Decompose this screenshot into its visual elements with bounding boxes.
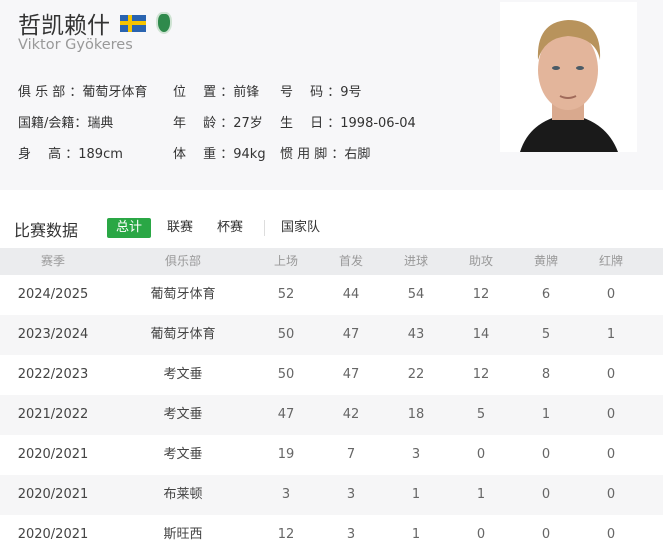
cell-club: 考文垂 — [163, 367, 203, 382]
cell-assists: 12 — [472, 287, 490, 302]
cell-goals: 54 — [407, 287, 425, 302]
cell-appearances: 47 — [277, 407, 295, 422]
cell-red-cards: 0 — [606, 487, 616, 502]
cell-red-cards: 0 — [606, 447, 616, 462]
info-field: 体 重 ：94kg — [173, 147, 266, 162]
cell-red-cards: 1 — [606, 327, 616, 342]
table-header: 赛季 俱乐部 上场 首发 进球 助攻 黄牌 红牌 — [0, 248, 663, 275]
tab-total[interactable]: 总计 — [107, 218, 152, 238]
cell-starts: 47 — [342, 367, 360, 382]
cell-assists: 12 — [472, 367, 490, 382]
table-row: 2024/2025 葡萄牙体育 52 44 54 12 6 0 — [0, 275, 663, 315]
column-header-yellow-cards[interactable]: 黄牌 — [533, 254, 559, 268]
cell-goals: 1 — [411, 487, 421, 502]
cell-yellow-cards: 0 — [541, 487, 551, 502]
player-profile: 哲凯赖什 Viktor Gyökeres 俱 乐 部 ：葡萄牙体育 位 置 ：前锋… — [0, 0, 663, 190]
player-name-row: 哲凯赖什 — [18, 6, 172, 40]
cell-club: 葡萄牙体育 — [150, 327, 216, 342]
cell-goals: 22 — [407, 367, 425, 382]
cell-season: 2023/2024 — [17, 327, 89, 342]
cell-club: 布莱顿 — [163, 487, 203, 502]
cell-red-cards: 0 — [606, 527, 616, 542]
info-field: 生 日 ：1998-06-04 — [280, 116, 416, 131]
cell-starts: 3 — [346, 487, 356, 502]
column-header-season[interactable]: 赛季 — [40, 254, 66, 268]
cell-season: 2020/2021 — [17, 527, 89, 542]
player-photo — [500, 2, 637, 152]
table-row: 2021/2022 考文垂 47 42 18 5 1 0 — [0, 395, 663, 435]
cell-starts: 47 — [342, 327, 360, 342]
cell-season: 2021/2022 — [17, 407, 89, 422]
cell-yellow-cards: 0 — [541, 447, 551, 462]
info-field: 年 龄 ：27岁 — [173, 116, 263, 131]
cell-yellow-cards: 6 — [541, 287, 551, 302]
cell-appearances: 50 — [277, 327, 295, 342]
tab-national-team[interactable]: 国家队 — [281, 220, 321, 235]
cell-starts: 7 — [346, 447, 356, 462]
info-field: 惯 用 脚 ：右脚 — [280, 147, 371, 162]
cell-season: 2024/2025 — [17, 287, 89, 302]
table-row: 2023/2024 葡萄牙体育 50 47 43 14 5 1 — [0, 315, 663, 355]
player-name-en: Viktor Gyökeres — [18, 37, 133, 53]
column-header-goals[interactable]: 进球 — [403, 254, 429, 268]
column-header-starts[interactable]: 首发 — [338, 254, 364, 268]
sweden-flag-icon — [120, 14, 146, 32]
column-header-red-cards[interactable]: 红牌 — [598, 254, 624, 268]
cell-assists: 5 — [476, 407, 486, 422]
cell-goals: 18 — [407, 407, 425, 422]
sporting-cp-crest-icon[interactable] — [156, 12, 172, 34]
cell-yellow-cards: 0 — [541, 527, 551, 542]
cell-appearances: 50 — [277, 367, 295, 382]
cell-red-cards: 0 — [606, 367, 616, 382]
cell-yellow-cards: 8 — [541, 367, 551, 382]
info-field: 号 码 ：9号 — [280, 85, 362, 100]
cell-appearances: 12 — [277, 527, 295, 542]
cell-goals: 1 — [411, 527, 421, 542]
table-row: 2020/2021 布莱顿 3 3 1 1 0 0 — [0, 475, 663, 515]
cell-starts: 42 — [342, 407, 360, 422]
cell-club: 斯旺西 — [163, 527, 203, 542]
cell-red-cards: 0 — [606, 287, 616, 302]
table-row: 2020/2021 考文垂 19 7 3 0 0 0 — [0, 435, 663, 475]
cell-goals: 3 — [411, 447, 421, 462]
cell-club: 考文垂 — [163, 447, 203, 462]
cell-starts: 3 — [346, 527, 356, 542]
column-header-club[interactable]: 俱乐部 — [164, 254, 202, 268]
cell-club: 葡萄牙体育 — [150, 287, 216, 302]
cell-appearances: 3 — [281, 487, 291, 502]
cell-red-cards: 0 — [606, 407, 616, 422]
info-field: 身 高 ：189cm — [18, 147, 123, 162]
info-field: 位 置 ：前锋 — [173, 85, 260, 100]
tab-divider — [264, 220, 265, 236]
info-field: 俱 乐 部 ：葡萄牙体育 — [18, 85, 148, 100]
cell-yellow-cards: 5 — [541, 327, 551, 342]
player-name-cn: 哲凯赖什 — [18, 13, 110, 39]
cell-starts: 44 — [342, 287, 360, 302]
cell-appearances: 52 — [277, 287, 295, 302]
tab-league[interactable]: 联赛 — [167, 220, 194, 235]
tab-cup[interactable]: 杯赛 — [217, 220, 244, 235]
cell-assists: 0 — [476, 527, 486, 542]
table-row: 2022/2023 考文垂 50 47 22 12 8 0 — [0, 355, 663, 395]
match-stats-panel: 比赛数据 总计 联赛 杯赛 国家队 赛季 俱乐部 上场 首发 进球 助攻 黄牌 红牌 2024… — [0, 207, 663, 542]
cell-goals: 43 — [407, 327, 425, 342]
section-title: 比赛数据 — [14, 221, 79, 240]
column-header-appearances[interactable]: 上场 — [273, 254, 299, 268]
info-field: 国籍/会籍：瑞典 — [18, 116, 114, 131]
cell-club: 考文垂 — [163, 407, 203, 422]
cell-assists: 1 — [476, 487, 486, 502]
cell-appearances: 19 — [277, 447, 295, 462]
cell-assists: 14 — [472, 327, 490, 342]
cell-season: 2020/2021 — [17, 487, 89, 502]
column-header-assists[interactable]: 助攻 — [468, 254, 494, 268]
cell-yellow-cards: 1 — [541, 407, 551, 422]
cell-season: 2022/2023 — [17, 367, 89, 382]
table-row: 2020/2021 斯旺西 12 3 1 0 0 0 — [0, 515, 663, 555]
cell-season: 2020/2021 — [17, 447, 89, 462]
cell-assists: 0 — [476, 447, 486, 462]
